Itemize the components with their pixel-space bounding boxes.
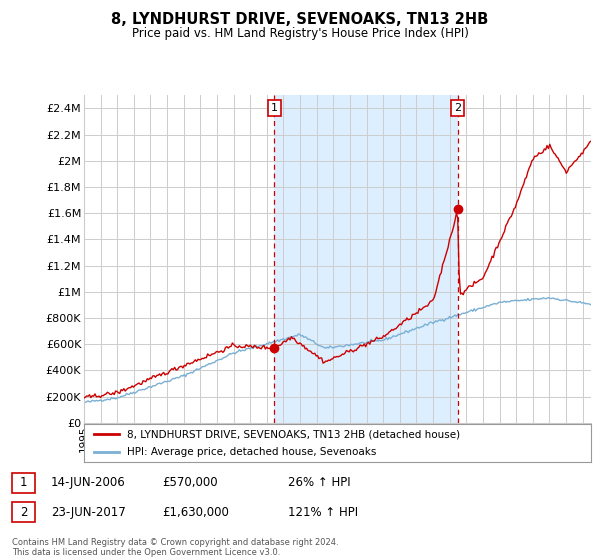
Text: 23-JUN-2017: 23-JUN-2017 bbox=[51, 506, 126, 519]
Text: 8, LYNDHURST DRIVE, SEVENOAKS, TN13 2HB (detached house): 8, LYNDHURST DRIVE, SEVENOAKS, TN13 2HB … bbox=[127, 429, 460, 439]
Text: 2: 2 bbox=[454, 103, 461, 113]
Text: 1: 1 bbox=[20, 476, 27, 489]
Text: £570,000: £570,000 bbox=[162, 476, 218, 489]
Bar bbox=[274, 95, 458, 423]
Text: £1,630,000: £1,630,000 bbox=[162, 506, 229, 519]
Text: 26% ↑ HPI: 26% ↑ HPI bbox=[288, 476, 350, 489]
Text: 8, LYNDHURST DRIVE, SEVENOAKS, TN13 2HB: 8, LYNDHURST DRIVE, SEVENOAKS, TN13 2HB bbox=[112, 12, 488, 27]
Text: Price paid vs. HM Land Registry's House Price Index (HPI): Price paid vs. HM Land Registry's House … bbox=[131, 27, 469, 40]
Text: Contains HM Land Registry data © Crown copyright and database right 2024.
This d: Contains HM Land Registry data © Crown c… bbox=[12, 538, 338, 557]
Text: 14-JUN-2006: 14-JUN-2006 bbox=[51, 476, 126, 489]
Text: 2: 2 bbox=[20, 506, 27, 519]
Text: 1: 1 bbox=[271, 103, 278, 113]
Text: 121% ↑ HPI: 121% ↑ HPI bbox=[288, 506, 358, 519]
Text: HPI: Average price, detached house, Sevenoaks: HPI: Average price, detached house, Seve… bbox=[127, 447, 376, 457]
